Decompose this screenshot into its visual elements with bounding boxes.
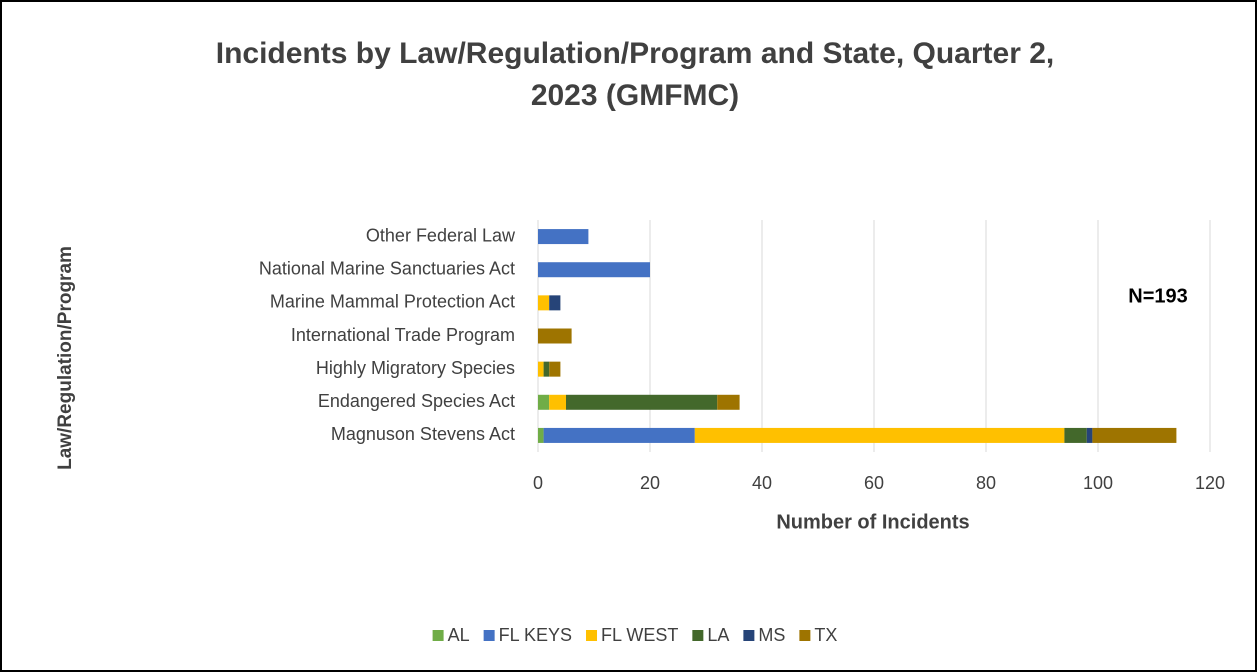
bar-segment [1092, 427, 1177, 443]
legend-swatch [743, 630, 755, 641]
legend-swatch [799, 630, 811, 641]
legend-item: MS [743, 625, 785, 645]
bar-segment [538, 295, 550, 311]
y-axis-title: Law/Regulation/Program [55, 246, 76, 470]
bar-segment [1086, 427, 1093, 443]
x-tick-label: 120 [1195, 473, 1225, 493]
legend-swatch [483, 630, 495, 641]
bar-segment [717, 394, 740, 410]
legend-swatch [692, 630, 704, 641]
bar-segment [566, 394, 718, 410]
x-tick-label: 80 [976, 473, 996, 493]
legend-item: LA [692, 625, 729, 645]
bar-segment [543, 361, 550, 377]
y-tick-label: International Trade Program [291, 325, 515, 345]
legend-label: TX [814, 625, 837, 645]
legend-label: MS [758, 625, 785, 645]
x-tick-label: 20 [640, 473, 660, 493]
x-tick-label: 100 [1083, 473, 1113, 493]
bar-segment [694, 427, 1065, 443]
legend-swatch [432, 630, 444, 641]
bar-segment [549, 394, 566, 410]
bar-segment [549, 361, 561, 377]
legend-label: FL KEYS [499, 625, 572, 645]
y-tick-label: Highly Migratory Species [316, 358, 515, 378]
legend-label: LA [707, 625, 729, 645]
x-axis-title: Number of Incidents [776, 511, 969, 533]
legend-item: FL KEYS [483, 625, 572, 645]
y-tick-label: Magnuson Stevens Act [331, 424, 515, 444]
bar-segment [538, 328, 572, 344]
legend-item: AL [432, 625, 470, 645]
x-tick-label: 0 [533, 473, 543, 493]
y-tick-label: National Marine Sanctuaries Act [259, 258, 515, 278]
y-tick-label: Other Federal Law [366, 225, 516, 245]
y-tick-label: Marine Mammal Protection Act [270, 292, 515, 312]
legend-item: TX [799, 625, 837, 645]
bar-segment [538, 427, 544, 443]
y-tick-label: Endangered Species Act [318, 391, 515, 411]
bar-segment [538, 262, 650, 278]
x-tick-label: 60 [864, 473, 884, 493]
legend-swatch [586, 630, 598, 641]
bar-segment [549, 295, 561, 311]
legend-label: FL WEST [601, 625, 678, 645]
legend-item: FL WEST [586, 625, 678, 645]
bar-segment [538, 394, 550, 410]
bar-segment [1064, 427, 1087, 443]
bar-segment [543, 427, 695, 443]
annotation: N=193 [1128, 285, 1188, 307]
legend-label: AL [448, 625, 470, 645]
x-tick-label: 40 [752, 473, 772, 493]
bar-segment [538, 361, 544, 377]
bar-segment [538, 229, 589, 245]
chart-title: Incidents by Law/Regulation/Program and … [216, 37, 1055, 112]
